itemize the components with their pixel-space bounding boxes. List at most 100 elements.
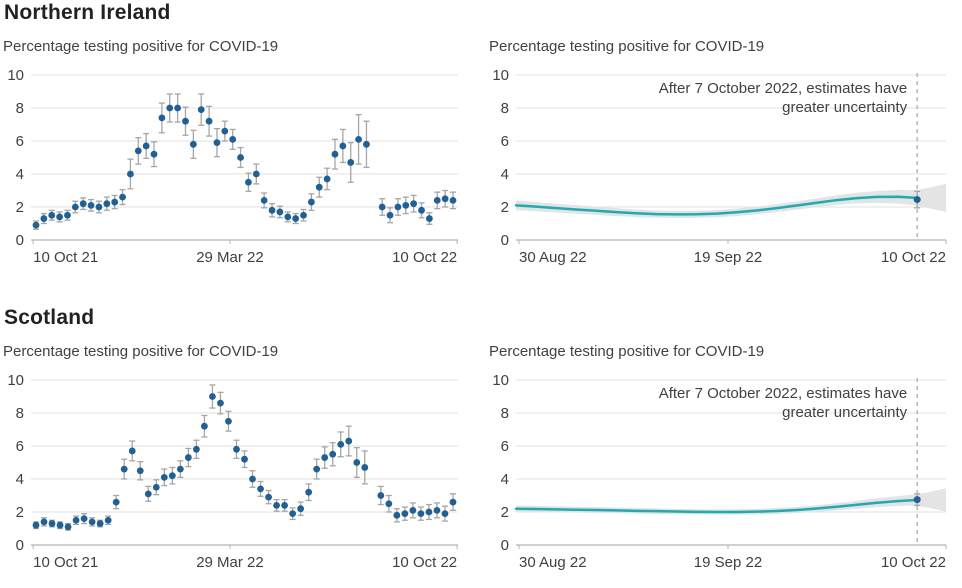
data-point <box>80 515 88 522</box>
data-point <box>168 472 176 480</box>
y-tick-label: 10 <box>7 372 24 389</box>
x-tick-label: 19 Sep 22 <box>694 249 762 266</box>
data-point <box>385 500 393 508</box>
data-point <box>241 455 248 463</box>
x-tick-label: 30 Aug 22 <box>519 554 587 571</box>
data-point <box>56 521 64 529</box>
data-point <box>64 523 72 531</box>
region-heading-northern-ireland: Northern Ireland <box>4 1 171 24</box>
data-point <box>64 211 71 219</box>
data-point <box>402 201 410 209</box>
data-point <box>128 447 136 455</box>
y-tick-label: 2 <box>16 504 24 521</box>
data-point <box>48 211 56 219</box>
data-point <box>32 521 40 529</box>
data-point <box>260 197 268 204</box>
data-point <box>257 485 264 493</box>
data-point <box>331 150 339 158</box>
y-tick-label: 10 <box>7 67 24 84</box>
data-point <box>386 211 394 219</box>
data-point <box>441 510 449 518</box>
annotation-text: greater uncertainty <box>782 404 908 421</box>
data-point <box>378 203 386 211</box>
chart-title-scotland-scatter: Percentage testing positive for COVID-19 <box>3 343 279 360</box>
trend-chart-scotland: 0 2 4 6 8 10 30 Aug 22 19 Sep 22 10 Oct 22 After … <box>492 372 947 571</box>
y-tick-label: 8 <box>501 100 509 117</box>
data-point <box>142 142 150 150</box>
data-point <box>184 454 192 461</box>
confidence-band-outer <box>516 183 946 219</box>
data-point <box>111 198 119 206</box>
y-tick-label: 0 <box>16 537 24 554</box>
data-point <box>104 516 112 524</box>
x-tick-label: 19 Sep 22 <box>694 554 762 571</box>
data-point <box>56 213 64 221</box>
data-point <box>268 206 276 214</box>
data-point <box>205 117 213 125</box>
data-point <box>127 170 134 178</box>
data-point <box>307 198 315 206</box>
data-point <box>393 511 401 519</box>
data-point <box>174 104 182 112</box>
data-point <box>449 197 457 204</box>
y-tick-label: 0 <box>16 232 24 249</box>
data-point <box>134 147 142 155</box>
data-point <box>96 520 104 527</box>
y-tick-label: 4 <box>16 166 24 183</box>
x-tick-label: 29 Mar 22 <box>196 554 264 571</box>
data-point <box>166 104 174 112</box>
data-point <box>315 183 323 191</box>
data-point <box>213 139 221 147</box>
data-point <box>441 195 449 203</box>
data-point <box>182 117 189 125</box>
chart-title-scotland-trend: Percentage testing positive for COVID-19 <box>489 343 765 360</box>
data-point <box>48 520 56 527</box>
data-point <box>347 159 355 166</box>
data-point <box>160 473 168 481</box>
chart-title-ni-scatter: Percentage testing positive for COVID-19 <box>3 38 279 55</box>
y-tick-label: 4 <box>501 166 509 183</box>
trend-chart-northern-ireland: 0 2 4 6 8 10 30 Aug 22 19 Sep 22 10 Oct 22 After … <box>492 67 947 266</box>
y-tick-label: 6 <box>501 438 509 455</box>
data-point <box>87 201 95 209</box>
data-point <box>209 393 216 400</box>
data-point <box>237 154 244 161</box>
y-tick-label: 6 <box>501 133 509 150</box>
scatter-chart-northern-ireland: 0 2 4 6 8 10 10 Oct 21 29 Mar 22 10 Oct 22 <box>7 67 458 266</box>
x-tick-label: 10 Oct 21 <box>33 554 98 571</box>
data-point <box>40 215 48 222</box>
data-point <box>410 200 418 208</box>
data-point <box>417 510 425 518</box>
annotation-text: After 7 October 2022, estimates have <box>659 385 907 402</box>
y-tick-label: 4 <box>16 471 24 488</box>
y-tick-label: 2 <box>16 199 24 216</box>
data-point <box>418 206 425 214</box>
y-tick-label: 2 <box>501 199 509 216</box>
data-point <box>273 502 280 509</box>
data-point <box>201 422 208 430</box>
x-tick-label: 29 Mar 22 <box>196 249 264 266</box>
data-point <box>103 200 111 208</box>
data-point <box>300 211 307 219</box>
data-point <box>152 483 160 491</box>
y-tick-label: 0 <box>501 537 509 554</box>
data-point <box>433 197 441 204</box>
data-point <box>221 127 229 135</box>
data-point <box>120 465 128 473</box>
data-point <box>323 175 331 183</box>
x-tick-label: 10 Oct 22 <box>392 249 457 266</box>
y-tick-label: 4 <box>501 471 509 488</box>
data-point <box>409 506 417 514</box>
y-tick-label: 6 <box>16 133 24 150</box>
y-tick-label: 2 <box>501 504 509 521</box>
data-point <box>292 215 300 222</box>
data-point <box>339 142 347 150</box>
data-point <box>289 510 297 518</box>
data-point <box>95 203 103 211</box>
data-point <box>40 518 48 526</box>
y-tick-label: 8 <box>501 405 509 422</box>
x-tick-label: 10 Oct 22 <box>392 554 457 571</box>
data-point <box>189 140 197 148</box>
data-point <box>245 178 252 186</box>
